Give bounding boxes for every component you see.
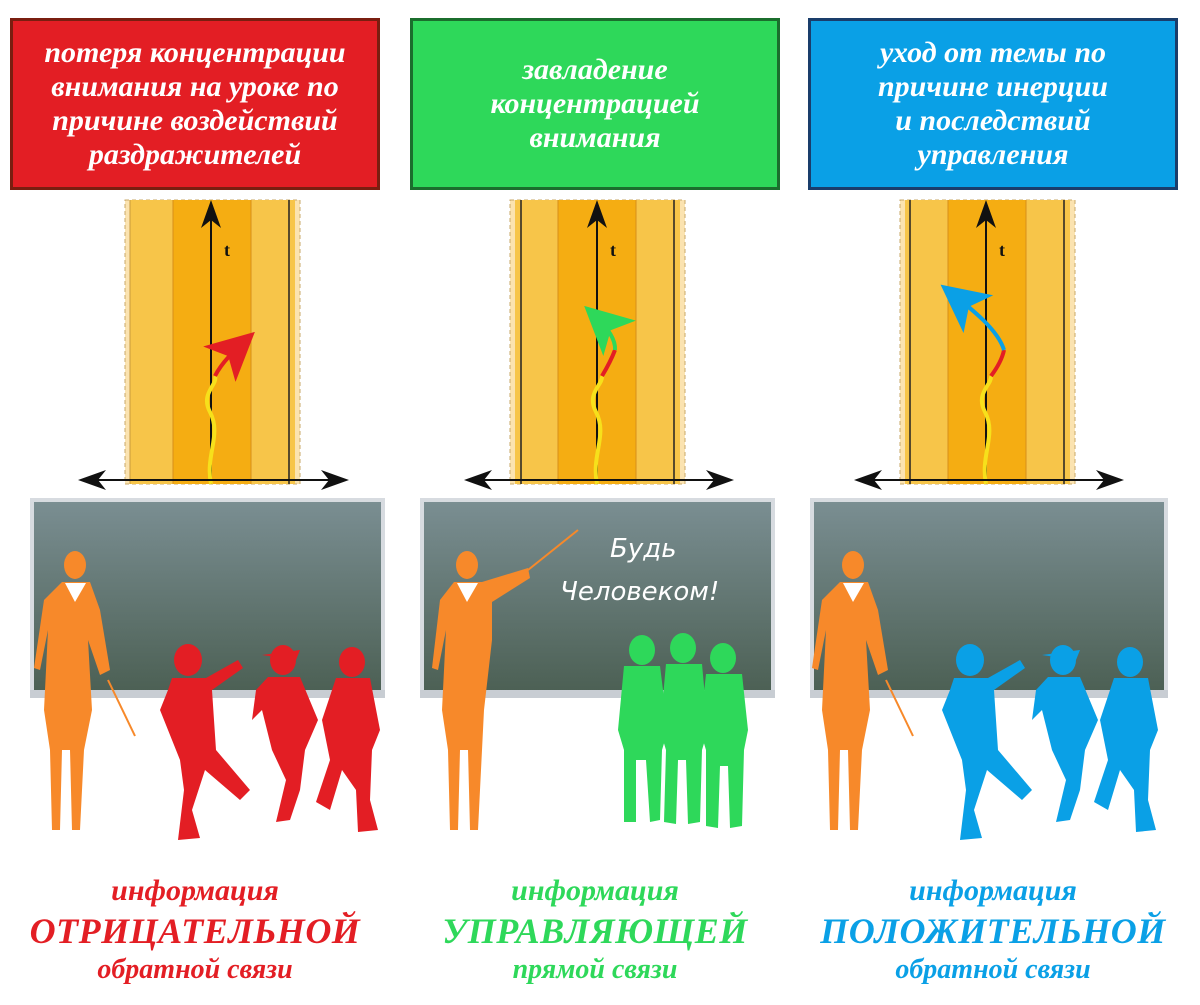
caption-line: обратной связи bbox=[97, 954, 293, 985]
teacher-silhouette bbox=[432, 551, 530, 830]
scene-control: t Будь Человеком! bbox=[420, 199, 775, 830]
caption-control: информация УПРАВЛЯЮЩЕЙ прямой связи bbox=[400, 872, 790, 988]
axis-label-t: t bbox=[224, 240, 230, 260]
caption-negative: информация ОТРИЦАТЕЛЬНОЙ обратной связи bbox=[0, 872, 390, 988]
pointer-stick bbox=[527, 529, 579, 571]
pointer-stick bbox=[107, 679, 136, 737]
caption-line: ОТРИЦАТЕЛЬНОЙ bbox=[29, 911, 361, 951]
header-box-positive: уход от темы по причине инерции и послед… bbox=[808, 18, 1178, 190]
panel-positive-feedback: уход от темы по причине инерции и послед… bbox=[798, 0, 1188, 1005]
header-text: потеря концентрации внимания на уроке по… bbox=[44, 36, 345, 172]
caption-line: ПОЛОЖИТЕЛЬНОЙ bbox=[820, 911, 1166, 951]
header-line: и последствий bbox=[895, 104, 1091, 137]
panel-negative-feedback: потеря концентрации внимания на уроке по… bbox=[0, 0, 390, 1005]
header-line: концентрацией bbox=[490, 87, 700, 120]
caption-line: информация bbox=[909, 874, 1077, 907]
attention-path-blue bbox=[940, 284, 1006, 351]
header-box-control: завладение концентрацией внимания bbox=[410, 18, 780, 190]
students-silhouettes bbox=[618, 633, 748, 828]
header-line: причине воздействий bbox=[52, 104, 338, 137]
attention-path-red bbox=[203, 331, 255, 382]
pointer-stick bbox=[885, 679, 914, 737]
teacher-silhouette bbox=[34, 551, 110, 830]
students-silhouettes bbox=[160, 644, 380, 840]
attention-path-yellow bbox=[204, 375, 218, 485]
axis-label-t: t bbox=[999, 240, 1005, 260]
panel-control-direct: завладение концентрацией внимания bbox=[400, 0, 790, 1005]
header-line: внимания bbox=[529, 121, 661, 154]
scene-positive: t bbox=[810, 199, 1168, 840]
blackboard bbox=[30, 498, 385, 698]
teacher-silhouette bbox=[812, 551, 888, 830]
attention-path-yellow bbox=[979, 375, 993, 485]
header-line: раздражителей bbox=[88, 138, 302, 171]
header-line: потеря концентрации bbox=[44, 36, 346, 69]
attention-path-red bbox=[989, 349, 1006, 378]
axis-label-t: t bbox=[610, 240, 616, 260]
board-text: Человеком! bbox=[560, 577, 719, 607]
caption-line: прямой связи bbox=[512, 954, 678, 985]
caption-positive: информация ПОЛОЖИТЕЛЬНОЙ обратной связи bbox=[798, 872, 1188, 988]
caption-line: обратной связи bbox=[895, 954, 1091, 985]
attention-path-green bbox=[584, 305, 636, 357]
attention-path-yellow bbox=[590, 375, 604, 485]
header-box-negative: потеря концентрации внимания на уроке по… bbox=[10, 18, 380, 190]
header-line: завладение bbox=[522, 53, 668, 86]
header-line: причине инерции bbox=[878, 70, 1108, 103]
board-text: Будь bbox=[610, 534, 677, 564]
scene-negative: t bbox=[30, 199, 385, 840]
header-line: уход от темы по bbox=[879, 36, 1107, 69]
caption-line: УПРАВЛЯЮЩЕЙ bbox=[442, 911, 748, 951]
caption-line: информация bbox=[511, 874, 679, 907]
header-text: завладение концентрацией внимания bbox=[490, 53, 699, 155]
caption-line: информация bbox=[111, 874, 279, 907]
header-text: уход от темы по причине инерции и послед… bbox=[878, 36, 1108, 172]
header-line: внимания на уроке по bbox=[51, 70, 339, 103]
students-silhouettes bbox=[942, 644, 1158, 840]
header-line: управления bbox=[917, 138, 1069, 171]
blackboard bbox=[810, 498, 1168, 698]
